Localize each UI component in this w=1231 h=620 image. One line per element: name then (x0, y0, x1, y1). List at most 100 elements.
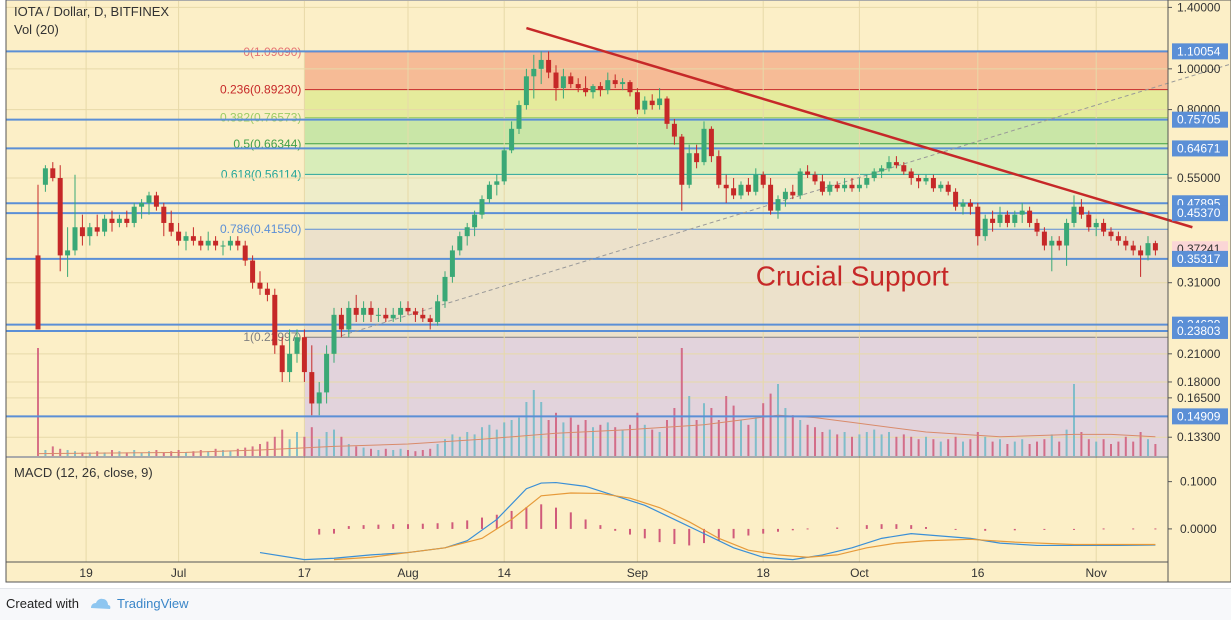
volume-bar (81, 452, 84, 456)
volume-bar (643, 424, 646, 456)
volume-bar (932, 439, 935, 456)
candle (235, 236, 241, 251)
candle (301, 329, 307, 382)
candle (1049, 236, 1055, 272)
downtrend-line[interactable] (526, 26, 1193, 229)
candle (153, 191, 159, 211)
candle-body (1093, 222, 1099, 228)
macd-histogram-bar (1102, 528, 1105, 530)
candle-body (1049, 240, 1055, 246)
volume-bar (873, 429, 876, 456)
macd-histogram-bar (880, 524, 883, 529)
volume-bar (658, 432, 661, 456)
candle-body (782, 191, 788, 200)
candle (975, 202, 981, 246)
candle-body (612, 80, 618, 85)
price-tag-box (1172, 140, 1228, 157)
tradingview-link[interactable]: TradingView (117, 596, 189, 611)
candle-body (464, 227, 470, 237)
candle (87, 222, 93, 246)
fib-zone (304, 229, 1168, 338)
crucial-support-annotation[interactable]: Crucial Support (756, 261, 949, 292)
price-tag-box (1172, 205, 1228, 222)
candle (805, 165, 811, 179)
candle-body (242, 245, 248, 261)
candle (116, 214, 122, 228)
candle (1115, 231, 1121, 246)
candle (464, 222, 470, 246)
price-tag-box (1172, 43, 1228, 60)
candle-body (479, 199, 485, 215)
candle-body (908, 171, 914, 179)
volume-bar (599, 424, 602, 456)
fibonacci-retracement[interactable]: 0(1.09690)0.236(0.89230)0.382(0.76573)0.… (220, 45, 1168, 456)
candle (649, 94, 655, 110)
price-tag-box (1172, 111, 1228, 128)
fib-zone (304, 51, 1168, 90)
volume-bar (281, 429, 284, 456)
candle-body (509, 128, 515, 151)
fib-zone (304, 174, 1168, 230)
candle-body (316, 392, 322, 404)
candle (501, 147, 507, 185)
candle-body (257, 282, 263, 289)
volume-bar (1058, 441, 1061, 456)
candle-body (472, 214, 478, 228)
candle-body (116, 218, 122, 223)
candle-body (1071, 206, 1077, 223)
candle (657, 88, 663, 110)
candle (486, 181, 492, 203)
candle-body (1138, 250, 1144, 256)
candle-body (893, 162, 899, 166)
candle (886, 156, 892, 172)
candle (538, 51, 544, 85)
candle (294, 329, 300, 363)
volume-bar (1132, 441, 1135, 456)
candle-body (723, 184, 729, 189)
macd-histogram-bar (865, 525, 868, 529)
tradingview-logo-icon[interactable] (89, 596, 111, 612)
volume-bars (37, 348, 1157, 456)
volume-bar (192, 451, 195, 456)
candle (760, 171, 766, 189)
candle (213, 236, 219, 251)
created-with-label: Created with (6, 596, 79, 611)
candle-body (1115, 236, 1121, 241)
candle (420, 307, 426, 322)
candle-body (353, 307, 359, 315)
candle (694, 144, 700, 169)
volume-bar (984, 436, 987, 456)
volume-bar (569, 417, 572, 456)
volume-bar (769, 393, 772, 456)
volume-bar (244, 447, 247, 456)
candle-body (168, 222, 174, 232)
candle-body (575, 84, 581, 89)
volume-bar (392, 450, 395, 456)
chart-svg[interactable]: 0(1.09690)0.236(0.89230)0.382(0.76573)0.… (0, 0, 1231, 586)
candle-body (146, 195, 152, 203)
volume-bar (555, 412, 557, 456)
macd-histogram-bar (703, 528, 705, 544)
candle-body (930, 178, 936, 189)
candle (612, 74, 618, 89)
candle (427, 314, 433, 330)
macd-histogram-bar (1132, 528, 1135, 530)
candle (198, 236, 204, 251)
macd-histogram-bar (984, 528, 987, 531)
macd-histogram-bar (525, 507, 528, 529)
macd-histogram-bar (791, 528, 794, 531)
volume-bar (851, 436, 853, 456)
candle (708, 126, 714, 163)
candle-body (886, 162, 892, 169)
candle-body (745, 184, 751, 192)
candle-body (287, 353, 293, 373)
volume-bar (399, 448, 402, 456)
candle-body (390, 314, 396, 319)
volume-bar (444, 439, 446, 456)
x-tick-label: 14 (498, 566, 512, 580)
macd-histogram-bar (806, 528, 809, 530)
candle (250, 255, 256, 289)
volume-bar (303, 436, 306, 456)
horizontal-levels[interactable] (6, 50, 1168, 418)
